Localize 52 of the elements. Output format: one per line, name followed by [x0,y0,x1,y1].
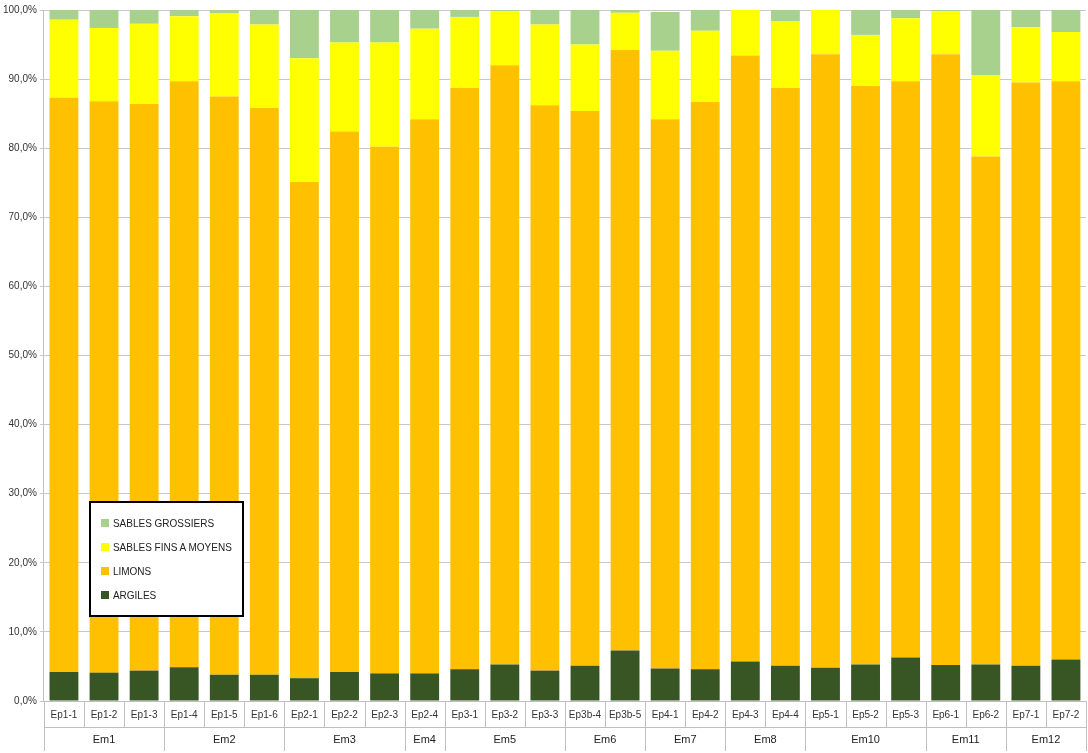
y-tick-label: 60,0% [8,280,38,292]
x-tick-label: Ep3b-4 [568,708,602,720]
x-tick-label: Ep2-3 [371,708,399,720]
x-tick-label: Ep1-3 [130,708,158,720]
x-tick-label: Ep4-4 [772,708,800,720]
legend-label: LIMONS [111,564,153,579]
x-tick-label: Ep4-1 [651,708,679,720]
text: Em8 [754,733,777,746]
y-tick-label: 10,0% [8,625,38,637]
x-tick-label: Ep3-2 [491,708,519,720]
text: Em4 [413,733,436,746]
x-tick-label: Ep1-5 [210,708,239,720]
x-tick-label: Ep3-1 [451,708,479,720]
text: Em12 [1031,733,1061,746]
text: Em7 [673,733,697,746]
legend-label: SABLES GROSSIERS [111,516,216,531]
y-tick-label: 20,0% [8,556,38,568]
x-tick-label: Ep6-1 [932,708,960,720]
x-tick-label: Ep6-2 [972,708,1000,720]
legend-label: SABLES FINS A MOYENS [111,540,232,555]
x-tick-label: Ep2-2 [331,708,359,720]
x-tick-label: Ep3-3 [531,708,559,720]
x-tick-label: Ep5-2 [852,708,880,720]
text: Em10 [851,733,880,746]
x-tick-label: Ep7-1 [1012,708,1040,720]
x-tick-label: Ep4-2 [691,708,720,720]
y-tick-label: 80,0% [8,141,38,153]
x-tick-label: Ep1-2 [90,708,118,720]
x-tick-label: Ep1-1 [50,708,78,720]
y-tick-label: 90,0% [8,72,38,84]
y-tick-label: 30,0% [8,487,38,499]
y-tick-label: 100,0% [2,3,38,15]
text: Em6 [593,733,617,746]
x-tick-label: Ep2-4 [411,708,439,720]
x-tick-label: Ep5-3 [892,708,920,720]
text: Em11 [951,733,980,746]
x-tick-label: Ep7-2 [1052,708,1080,720]
legend-label: ARGILES [111,588,158,603]
y-tick-label: 50,0% [8,349,38,361]
y-tick-label: 40,0% [8,418,38,430]
text: Em3 [333,733,356,746]
text: Em1 [92,733,116,746]
text: Em5 [493,733,517,746]
text: Em2 [212,733,236,746]
y-tick-label: 70,0% [8,211,38,223]
x-tick-label: Ep1-4 [170,708,198,720]
x-tick-label: Ep5-1 [812,708,840,720]
x-tick-label: Ep1-6 [251,708,279,720]
x-tick-label: Ep2-1 [291,708,319,720]
x-tick-label: Ep3b-5 [608,708,642,720]
y-tick-label: 0,0% [14,694,38,706]
x-tick-label: Ep4-3 [731,708,760,720]
